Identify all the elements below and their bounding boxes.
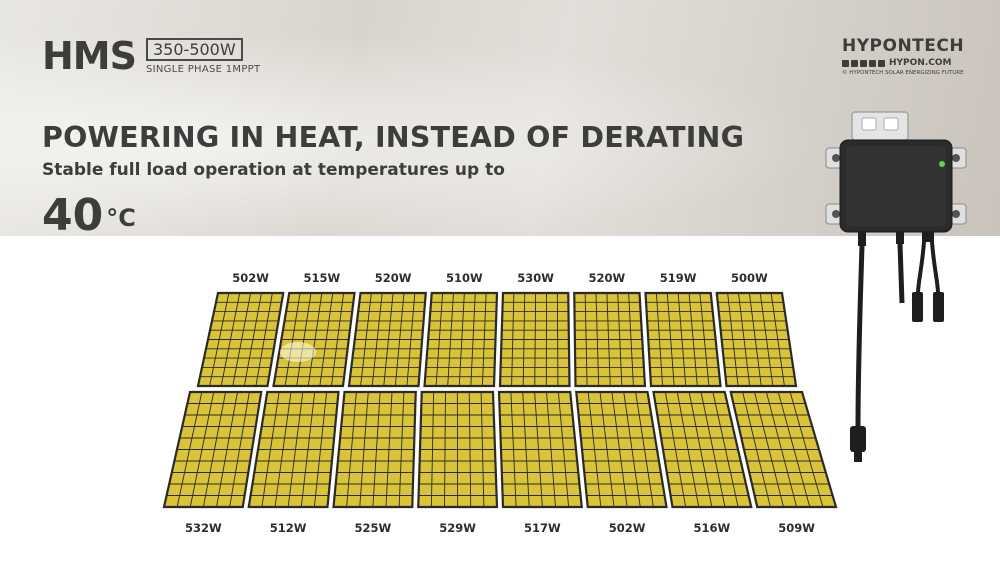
panel-power-label: 525W xyxy=(354,521,392,535)
bracket-slot xyxy=(883,117,899,131)
twitter-icon xyxy=(869,59,876,67)
screw-hole xyxy=(952,154,960,162)
ac-connector-tip xyxy=(854,452,862,462)
product-spec: 350-500W SINGLE PHASE 1MPPT xyxy=(146,38,260,75)
panel-power-label: 502W xyxy=(232,271,269,285)
solar-panel xyxy=(332,390,417,509)
antenna-base xyxy=(896,232,904,244)
panel-power-label: 530W xyxy=(517,271,554,285)
solar-panel xyxy=(162,390,263,509)
product-logo: HMS 350-500W SINGLE PHASE 1MPPT xyxy=(42,36,260,76)
company-name: HYPONTECH xyxy=(842,36,965,56)
screw-hole xyxy=(952,210,960,218)
panel-power-label: 520W xyxy=(588,271,626,285)
inverter-face xyxy=(846,146,946,226)
product-model: HMS xyxy=(42,34,137,78)
panel-power-label: 519W xyxy=(659,271,697,285)
solar-panel xyxy=(417,390,499,509)
solar-panel xyxy=(247,390,340,509)
sun-glare xyxy=(280,342,316,362)
solar-panel xyxy=(497,390,583,509)
youtube-icon xyxy=(851,59,858,67)
panel-power-label: 502W xyxy=(608,521,646,535)
dc-cable-1 xyxy=(916,241,926,294)
solar-panel xyxy=(498,291,571,388)
solar-panel xyxy=(272,291,356,388)
facebook-icon xyxy=(860,59,867,67)
panel-power-label: 529W xyxy=(439,521,476,535)
solar-panel xyxy=(575,390,668,509)
dc-cable-2 xyxy=(930,241,940,294)
solar-panel xyxy=(729,390,838,509)
panel-power-label: 512W xyxy=(269,521,307,535)
company-contact-row: HYPON.COM xyxy=(842,58,968,68)
company-slogan: © HYPONTECH SOLAR ENERGIZING FUTURE xyxy=(842,70,964,76)
temperature-display: 40 °C xyxy=(42,192,136,240)
solar-panel xyxy=(644,291,722,388)
microinverter xyxy=(825,111,967,462)
panel-power-label: 510W xyxy=(446,271,483,285)
solar-panel xyxy=(196,291,285,388)
solar-panel xyxy=(347,291,427,388)
temperature-value: 40 xyxy=(42,190,104,241)
panel-power-label: 509W xyxy=(778,521,815,535)
status-led-icon xyxy=(939,161,945,167)
temperature-unit: °C xyxy=(106,204,136,232)
antenna xyxy=(897,243,905,304)
dc-connector-2 xyxy=(933,292,944,322)
panel-power-label: 532W xyxy=(185,521,222,535)
dc-cable-gland xyxy=(922,232,934,242)
power-range-badge: 350-500W xyxy=(146,38,243,61)
panel-power-label: 516W xyxy=(693,521,731,535)
linkedin-icon xyxy=(878,59,885,67)
panel-power-label: 517W xyxy=(524,521,561,535)
mounting-bracket-top xyxy=(851,111,909,141)
headline: POWERING IN HEAT, INSTEAD OF DERATING xyxy=(42,121,745,154)
social-icons xyxy=(842,59,885,67)
screw-hole xyxy=(832,210,840,218)
ac-connector xyxy=(850,426,866,452)
solar-panel xyxy=(423,291,499,388)
instagram-icon xyxy=(842,59,849,67)
solar-panel xyxy=(573,291,647,388)
panel-power-label: 515W xyxy=(303,271,341,285)
ac-cable-gland xyxy=(858,232,866,246)
panel-power-label: 500W xyxy=(731,271,768,285)
subheadline: Stable full load operation at temperatur… xyxy=(42,160,505,180)
company-website: HYPON.COM xyxy=(889,58,952,68)
screw-hole xyxy=(832,154,840,162)
solar-panel xyxy=(652,390,753,509)
company-logo: HYPONTECH HYPON.COM © HYPONTECH SOLAR EN… xyxy=(842,37,968,76)
bracket-slot xyxy=(861,117,877,131)
dc-connector-1 xyxy=(912,292,923,322)
solar-panel xyxy=(715,291,798,388)
ac-cable xyxy=(855,245,865,429)
phase-info: SINGLE PHASE 1MPPT xyxy=(146,64,261,75)
panel-power-label: 520W xyxy=(374,271,412,285)
